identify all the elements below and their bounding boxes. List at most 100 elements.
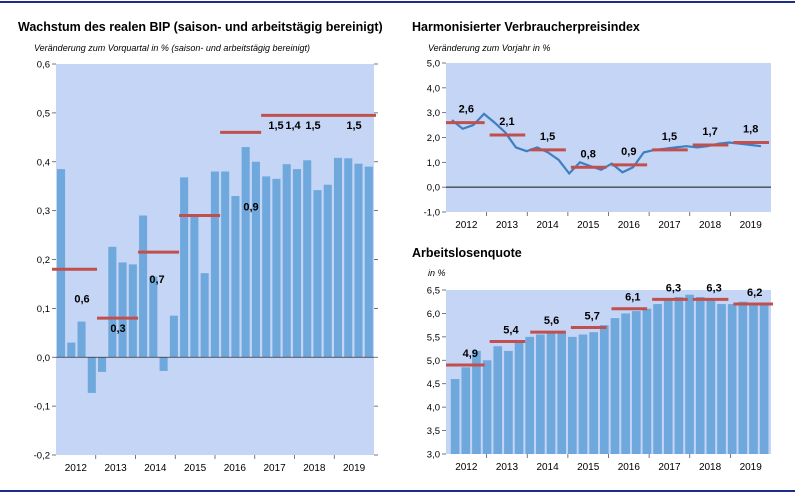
top-rule xyxy=(0,1,795,3)
gdp-bar xyxy=(313,190,322,358)
unemployment-bar xyxy=(568,336,577,454)
unemployment-bar xyxy=(759,304,769,454)
unemployment-y-tick: 3,0 xyxy=(427,450,440,461)
unemployment-year-label: 2017 xyxy=(658,462,681,473)
gdp-bar xyxy=(190,215,199,358)
gdp-year-label: 2018 xyxy=(303,463,326,474)
gdp-y-tick: -0,2 xyxy=(34,451,50,462)
hicp-average-label: 1,5 xyxy=(662,131,677,143)
hicp-y-tick: 5,0 xyxy=(427,59,440,70)
unemployment-bar xyxy=(461,367,471,454)
gdp-y-tick: 0,5 xyxy=(37,108,50,119)
gdp-average-label: 1,5 xyxy=(268,120,283,132)
unemployment-bar xyxy=(546,332,556,454)
unemployment-bar xyxy=(738,301,748,454)
unemployment-bar xyxy=(610,318,620,454)
unemployment-bar xyxy=(525,336,535,454)
hicp-year-label: 2012 xyxy=(455,220,478,231)
unemployment-average-label: 5,4 xyxy=(503,325,519,337)
unemployment-year-label: 2019 xyxy=(740,462,763,473)
unemployment-bar xyxy=(727,304,737,454)
gdp-year-label: 2015 xyxy=(184,463,207,474)
gdp-average-label: 0,7 xyxy=(149,274,164,286)
unemployment-y-tick: 5,0 xyxy=(427,356,440,367)
gdp-bar xyxy=(159,357,168,371)
gdp-y-tick: -0,1 xyxy=(34,402,50,413)
hicp-y-tick: 3,0 xyxy=(427,108,440,119)
hicp-average-label: 0,9 xyxy=(621,146,636,158)
unemployment-bar xyxy=(663,299,673,454)
unemployment-year-label: 2013 xyxy=(496,462,519,473)
gdp-bar xyxy=(149,276,158,358)
unemployment-bar xyxy=(578,334,588,454)
hicp-average-label: 0,8 xyxy=(581,148,596,160)
unemployment-average-label: 4,9 xyxy=(463,348,478,360)
gdp-subtitle: Veränderung zum Vorquartal in % (saison-… xyxy=(34,43,310,53)
gdp-bar xyxy=(67,342,76,358)
gdp-bar xyxy=(231,195,240,358)
gdp-bar xyxy=(57,169,66,358)
hicp-y-tick: -1,0 xyxy=(424,208,440,219)
hicp-average-label: 1,7 xyxy=(702,126,717,138)
unemployment-bar xyxy=(695,297,705,454)
gdp-bar xyxy=(272,178,281,358)
gdp-year-label: 2017 xyxy=(264,463,287,474)
gdp-bar xyxy=(344,158,353,358)
gdp-title: Wachstum des realen BIP (saison- und arb… xyxy=(18,20,383,34)
unemployment-bar xyxy=(642,308,652,454)
unemployment-average-label: 6,3 xyxy=(666,282,681,294)
gdp-bar xyxy=(292,169,301,358)
gdp-bar xyxy=(169,315,178,358)
hicp-average-label: 2,6 xyxy=(459,104,474,116)
bottom-rule xyxy=(0,490,795,492)
unemployment-y-tick: 6,5 xyxy=(427,286,440,297)
unemployment-bar xyxy=(685,294,694,454)
gdp-y-tick: 0,1 xyxy=(37,304,50,315)
unemployment-bar xyxy=(450,379,460,454)
unemployment-bar xyxy=(599,325,609,454)
unemployment-y-tick: 5,5 xyxy=(427,332,440,343)
gdp-average-label: 0,9 xyxy=(243,202,258,214)
unemployment-average-label: 5,7 xyxy=(585,310,600,322)
gdp-y-tick: 0,2 xyxy=(37,255,50,266)
gdp-bar xyxy=(98,357,107,372)
gdp-bar xyxy=(333,157,343,358)
unemployment-subtitle: in % xyxy=(428,268,446,278)
unemployment-bar xyxy=(472,350,481,454)
gdp-year-label: 2016 xyxy=(224,463,247,474)
hicp-average-label: 1,8 xyxy=(743,123,758,135)
unemployment-average-label: 6,2 xyxy=(747,287,762,299)
unemployment-y-tick: 4,5 xyxy=(427,379,440,390)
gdp-year-label: 2019 xyxy=(343,463,366,474)
hicp-y-tick: 4,0 xyxy=(427,83,440,94)
unemployment-bar xyxy=(653,304,662,454)
gdp-average-label: 0,3 xyxy=(110,323,125,335)
unemployment-bar xyxy=(493,346,503,454)
gdp-bar xyxy=(364,166,373,358)
unemployment-average-label: 6,1 xyxy=(625,292,640,304)
hicp-average-label: 2,1 xyxy=(499,116,514,128)
gdp-y-tick: 0,4 xyxy=(37,157,50,168)
hicp-y-tick: 2,0 xyxy=(427,133,440,144)
unemployment-bar xyxy=(621,313,630,454)
gdp-average-label: 1,5 xyxy=(346,120,361,132)
gdp-average-label: 0,6 xyxy=(74,294,89,306)
hicp-average-label: 1,5 xyxy=(540,131,555,143)
gdp-bar xyxy=(200,273,209,358)
gdp-bar xyxy=(118,262,127,358)
unemployment-average-label: 6,3 xyxy=(706,282,721,294)
gdp-bar xyxy=(251,161,260,358)
hicp-y-tick: 1,0 xyxy=(427,158,440,169)
gdp-bar xyxy=(210,171,219,358)
gdp-bar xyxy=(323,184,332,358)
unemployment-y-tick: 4,0 xyxy=(427,403,440,414)
unemployment-bar xyxy=(536,334,545,454)
gdp-bar xyxy=(77,321,86,358)
hicp-y-tick: 0,0 xyxy=(427,183,440,194)
hicp-subtitle: Veränderung zum Vorjahr in % xyxy=(428,43,551,53)
unemployment-bar xyxy=(674,297,684,454)
unemployment-average-label: 5,6 xyxy=(544,315,559,327)
